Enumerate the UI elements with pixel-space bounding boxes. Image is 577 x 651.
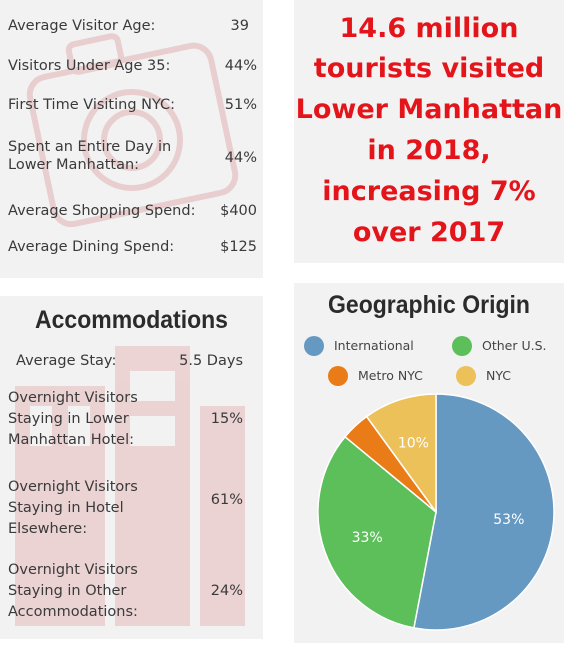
accom-value: 61% — [210, 492, 243, 508]
stat-label: First Time Visiting NYC: — [8, 97, 176, 113]
pie-slice-nyc — [365, 393, 437, 515]
accommodations-title: Accommodations — [35, 306, 228, 334]
pie-chart: 53% 33% 10% — [317, 393, 555, 631]
legend-swatch — [456, 366, 476, 386]
accom-label: Average Stay: — [16, 353, 117, 369]
stat-label: Visitors Under Age 35: — [8, 58, 171, 74]
stat-label: Average Dining Spend: — [8, 239, 175, 255]
headline-line: increasing 7% — [322, 176, 536, 207]
accom-value: 15% — [210, 411, 243, 427]
legend-label: Other U.S. — [482, 338, 547, 353]
headline-line: Lower Manhattan — [295, 94, 563, 125]
pie-slice-international — [413, 393, 555, 631]
pie-label-other-u-s: 33% — [352, 530, 383, 546]
headline-line: tourists visited — [313, 53, 545, 84]
stat-value: 39 — [230, 18, 249, 34]
headline-panel: 14.6 million tourists visited Lower Manh… — [294, 0, 564, 263]
legend-label: International — [334, 338, 414, 353]
legend-label: NYC — [486, 368, 512, 383]
stat-value: 44% — [224, 58, 257, 74]
pie-label-international: 53% — [493, 512, 524, 528]
stat-value: 44% — [224, 150, 257, 166]
headline-line: 14.6 million — [339, 13, 519, 44]
stat-label: Average Visitor Age: — [8, 18, 156, 34]
legend-swatch — [328, 366, 348, 386]
accom-label: Overnight Visitors Staying in Hotel Else… — [8, 479, 138, 537]
stat-label: Spent an Entire Day in Lower Manhattan: — [8, 139, 172, 173]
stat-label: Average Shopping Spend: — [8, 203, 196, 219]
pie-label-nyc: 10% — [398, 435, 429, 451]
stat-value: $125 — [220, 239, 257, 255]
geographic-origin-panel: Geographic Origin International Other U.… — [294, 283, 564, 643]
chart-title: Geographic Origin — [328, 291, 530, 319]
headline-line: in 2018, — [367, 135, 491, 166]
accommodations-panel: Accommodations Average Stay: 5.5 Days Ov… — [0, 296, 263, 639]
stat-value: $400 — [220, 203, 257, 219]
stat-row-entire-day: Spent an Entire Day in Lower Manhattan: … — [8, 138, 257, 176]
headline-line: over 2017 — [352, 217, 506, 248]
pie-slice-other-u-s — [317, 435, 437, 629]
visitor-stats-panel: Average Visitor Age: 39 Visitors Under A… — [0, 0, 263, 278]
accom-value: 24% — [210, 583, 243, 599]
accom-value: 5.5 Days — [179, 353, 243, 369]
legend-swatch — [304, 336, 324, 356]
legend-swatch — [452, 336, 472, 356]
stat-value: 51% — [224, 97, 257, 113]
legend-label: Metro NYC — [358, 368, 423, 383]
accom-label: Overnight Visitors Staying in Other Acco… — [8, 562, 138, 620]
accom-label: Overnight Visitors Staying in Lower Manh… — [8, 390, 138, 448]
